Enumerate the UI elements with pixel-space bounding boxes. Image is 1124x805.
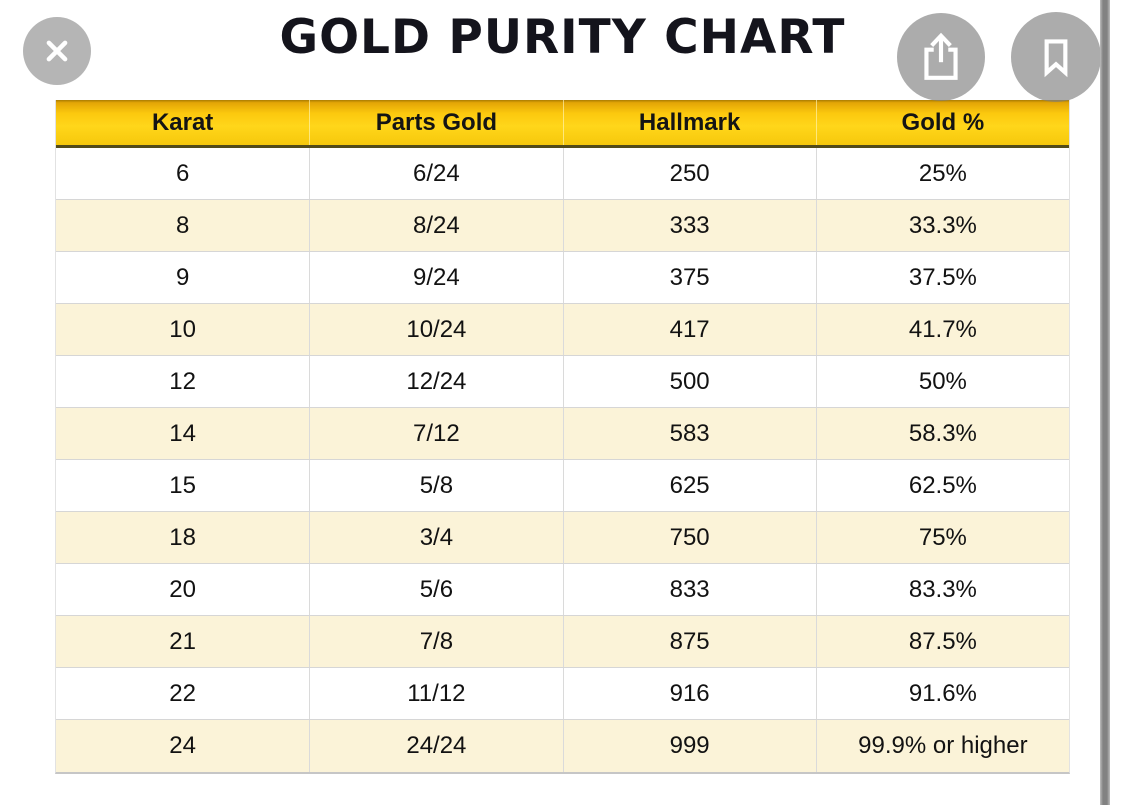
table-cell: 3/4 (309, 512, 562, 563)
table-row: 9 9/24 375 37.5% (56, 252, 1069, 304)
table-row: 18 3/4 750 75% (56, 512, 1069, 564)
table-row: 20 5/6 833 83.3% (56, 564, 1069, 616)
table-cell: 10/24 (309, 304, 562, 355)
table-cell: 87.5% (815, 616, 1069, 667)
table-cell: 875 (562, 616, 816, 667)
page-title: GOLD PURITY CHART (279, 10, 846, 65)
table-row: 15 5/8 625 62.5% (56, 460, 1069, 512)
table-cell: 75% (815, 512, 1069, 563)
close-icon (46, 40, 68, 62)
table-row: 6 6/24 250 25% (56, 148, 1069, 200)
table-cell: 15 (169, 471, 196, 499)
table-cell: 999 (562, 720, 816, 772)
table-cell: 7/12 (309, 408, 562, 459)
table-cell: 8/24 (309, 200, 562, 251)
table-cell: 10 (169, 315, 196, 343)
table-body: 6 6/24 250 25% 8 8/24 333 33.3% 9 9/24 375 37.5% 10 1… (56, 148, 1069, 772)
table-cell: 20 (169, 575, 196, 603)
table-cell: 37.5% (815, 252, 1069, 303)
table-cell: 25% (815, 148, 1069, 199)
table-cell: 916 (562, 668, 816, 719)
close-button[interactable] (23, 17, 91, 85)
table-cell: 11/12 (309, 668, 562, 719)
table-cell: 24/24 (309, 720, 562, 772)
table-cell: 24 (169, 732, 196, 759)
table-cell: 91.6% (815, 668, 1069, 719)
table-row: 8 8/24 333 33.3% (56, 200, 1069, 252)
table-row: 10 10/24 417 41.7% (56, 304, 1069, 356)
table-cell: 8 (175, 211, 190, 239)
gold-purity-table: Karat Parts Gold Hallmark Gold % 6 6/24 25… (55, 100, 1070, 774)
table-cell: 22 (169, 679, 196, 707)
table-cell: 5/6 (309, 564, 562, 615)
share-icon (924, 32, 958, 80)
table-cell: 41.7% (815, 304, 1069, 355)
scrollbar[interactable] (1100, 0, 1110, 805)
table-cell: 21 (169, 627, 196, 655)
table-cell: 58.3% (815, 408, 1069, 459)
table-cell: 33.3% (815, 200, 1069, 251)
bookmark-icon (1044, 39, 1068, 78)
table-cell: 9 (175, 263, 190, 291)
table-cell: 250 (562, 148, 816, 199)
table-cell: 583 (562, 408, 816, 459)
share-button[interactable] (897, 13, 985, 101)
table-cell: 99.9% or higher (815, 720, 1069, 772)
table-cell: 750 (562, 512, 816, 563)
table-cell: 12 (169, 367, 196, 395)
table-cell: 50% (815, 356, 1069, 407)
table-cell: 7/8 (309, 616, 562, 667)
table-row: 22 11/12 916 91.6% (56, 668, 1069, 720)
column-header-hallmark: Hallmark (562, 100, 816, 145)
column-header-karat: Karat (151, 108, 214, 136)
table-cell: 625 (562, 460, 816, 511)
table-cell: 12/24 (309, 356, 562, 407)
table-cell: 18 (169, 523, 196, 551)
table-cell: 62.5% (815, 460, 1069, 511)
table-row: 12 12/24 500 50% (56, 356, 1069, 408)
column-header-parts-gold: Parts Gold (309, 100, 562, 145)
table-row: 14 7/12 583 58.3% (56, 408, 1069, 460)
table-cell: 5/8 (309, 460, 562, 511)
table-cell: 14 (169, 419, 196, 447)
table-cell: 333 (562, 200, 816, 251)
table-cell: 83.3% (815, 564, 1069, 615)
table-header-row: Karat Parts Gold Hallmark Gold % (56, 100, 1069, 148)
table-row: 21 7/8 875 87.5% (56, 616, 1069, 668)
table-cell: 6/24 (309, 148, 562, 199)
table-cell: 833 (562, 564, 816, 615)
table-row: 24 24/24 999 99.9% or higher (56, 720, 1069, 772)
bookmark-button[interactable] (1011, 12, 1101, 102)
table-cell: 417 (562, 304, 816, 355)
table-cell: 6 (175, 159, 190, 187)
table-cell: 375 (562, 252, 816, 303)
table-cell: 9/24 (309, 252, 562, 303)
column-header-gold-pct: Gold % (815, 100, 1069, 145)
table-cell: 500 (562, 356, 816, 407)
